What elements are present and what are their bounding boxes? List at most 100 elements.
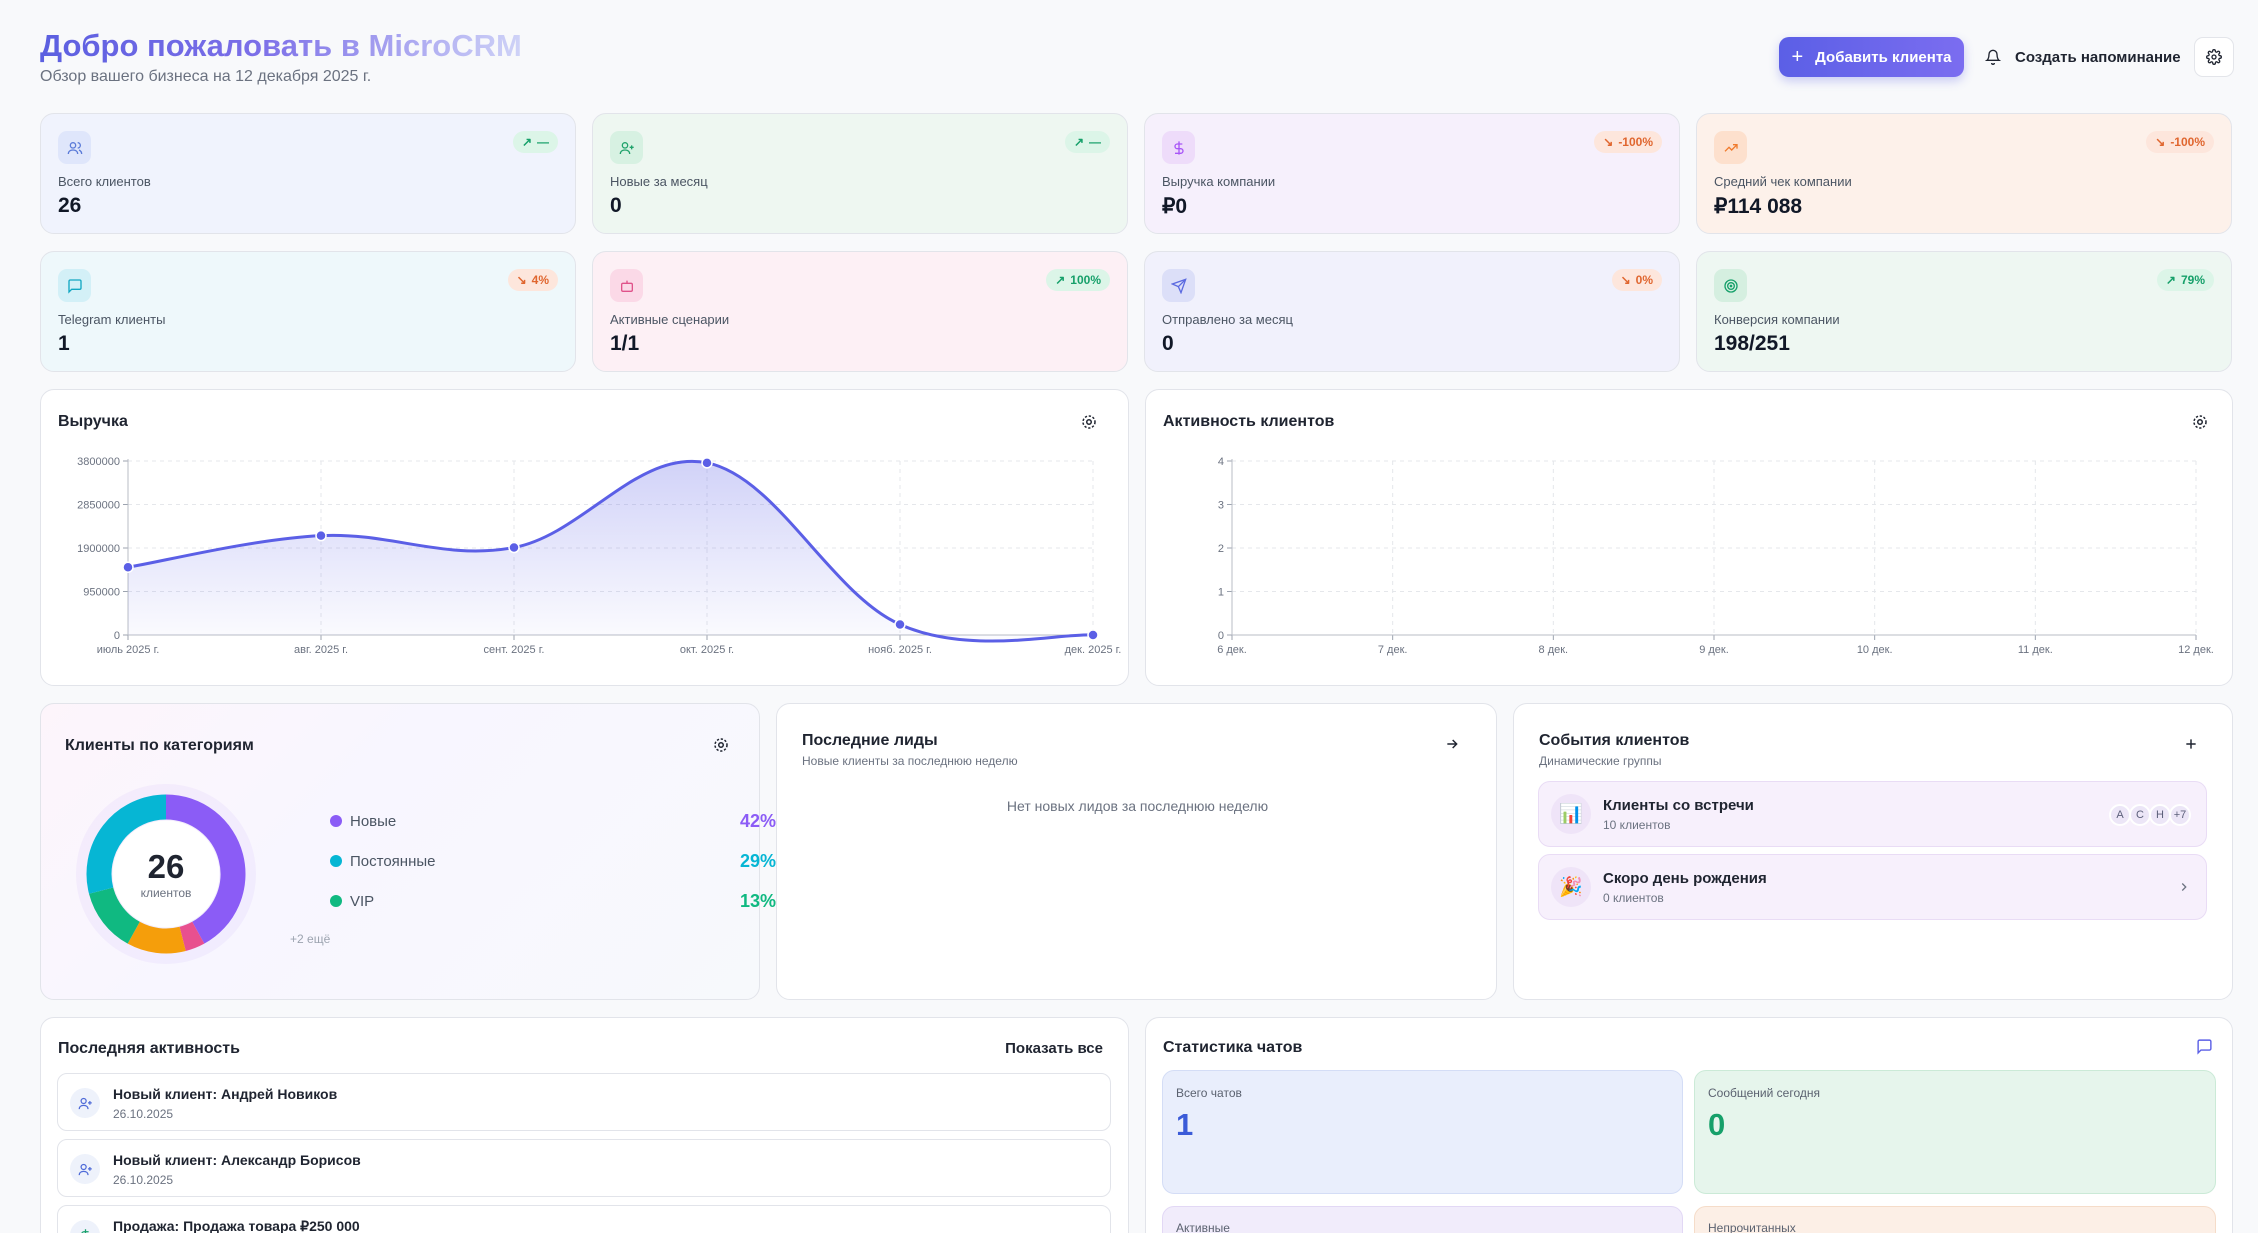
- legend-more[interactable]: +2 ещё: [290, 932, 331, 946]
- x-tick-label: 7 дек.: [1378, 644, 1408, 656]
- gear-icon: [2206, 49, 2222, 65]
- legend-item[interactable]: Постоянные 29%: [330, 849, 776, 873]
- stat-value: 1/1: [610, 332, 640, 355]
- y-tick-label: 950000: [83, 587, 120, 599]
- trend-badge: ↗ —: [1064, 131, 1110, 153]
- add-client-button[interactable]: + Добавить клиента: [1779, 37, 1964, 77]
- chat-stat-today: Сообщений сегодня 0: [1694, 1070, 2216, 1194]
- revenue-settings-icon[interactable]: [1080, 413, 1098, 431]
- donut-slice: [86, 794, 167, 894]
- data-point: [1087, 629, 1099, 641]
- legend-item[interactable]: Новые 42%: [330, 809, 776, 833]
- data-point: [894, 618, 906, 631]
- message-icon[interactable]: [2196, 1038, 2213, 1055]
- categories-settings-icon[interactable]: [712, 736, 730, 754]
- revenue-chart: 0 950000 1900000 2850000 3800000 июль 2025 г.…: [77, 456, 1121, 656]
- trend-down-icon: ↘: [1603, 135, 1614, 149]
- stat-value: 1: [58, 332, 70, 355]
- chat-stat-label: Активные: [1176, 1221, 1230, 1233]
- plus-icon[interactable]: [2183, 736, 2199, 752]
- trend-down-icon: ↘: [516, 273, 527, 287]
- stat-value: 198/251: [1714, 332, 1790, 355]
- chart-emoji-icon: 📊: [1551, 794, 1591, 834]
- stat-card: ↘ 4% Telegram клиенты 1: [40, 251, 576, 372]
- trending-up-icon: [1714, 131, 1747, 164]
- y-tick-label: 1900000: [77, 543, 120, 555]
- events-panel: События клиентов Динамические группы: [1513, 703, 2233, 1000]
- stat-card: ↘ -100% Средний чек компании ₽114 088: [1696, 113, 2232, 234]
- trend-value: -100%: [1618, 135, 1653, 149]
- stat-label: Конверсия компании: [1714, 312, 1840, 327]
- avatar: C: [2129, 804, 2151, 826]
- trend-value: —: [1089, 135, 1101, 149]
- trend-badge: ↘ -100%: [2146, 131, 2214, 153]
- activity-date: 26.10.2025: [113, 1173, 174, 1187]
- stat-card: ↘ 0% Отправлено за месяц 0: [1144, 251, 1680, 372]
- trend-up-icon: ↗: [1055, 273, 1066, 287]
- stat-label: Выручка компании: [1162, 174, 1276, 189]
- settings-button[interactable]: [2194, 37, 2234, 77]
- legend-percent: 13%: [739, 890, 776, 911]
- leads-title: Последние лиды: [802, 732, 938, 749]
- stat-card: ↗ 79% Конверсия компании 198/251: [1696, 251, 2232, 372]
- donut-slice: [88, 887, 141, 944]
- stat-label: Активные сценарии: [610, 312, 730, 327]
- legend-name: VIP: [350, 892, 375, 910]
- x-tick-label: авг. 2025 г.: [294, 644, 348, 656]
- recent-activity-title: Последняя активность: [58, 1040, 240, 1057]
- donut-slice: [127, 921, 186, 954]
- data-point: [122, 561, 134, 573]
- event-group-meeting[interactable]: 📊 Клиенты со встречи 10 клиентов A C H +…: [1538, 781, 2207, 847]
- stat-card: ↗ 100% Активные сценарии 1/1: [592, 251, 1128, 372]
- trend-value: 4%: [531, 273, 549, 287]
- activity-item[interactable]: Новый клиент: Александр Борисов 26.10.20…: [57, 1139, 1111, 1197]
- arrow-right-icon[interactable]: [1444, 736, 1460, 752]
- activity-item[interactable]: Продажа: Продажа товара ₽250 000: [57, 1205, 1111, 1233]
- events-title: События клиентов: [1539, 732, 1690, 749]
- x-tick-label: 12 дек.: [2178, 644, 2214, 656]
- trend-value: 79%: [2180, 273, 2205, 287]
- revenue-panel: Выручка 0 950000 1900000 2850000 3800000 июль…: [40, 389, 1129, 686]
- chat-stat-value: 1: [1176, 1107, 1194, 1142]
- stat-label: Отправлено за месяц: [1162, 312, 1293, 327]
- legend-item[interactable]: VIP 13%: [330, 889, 776, 913]
- x-tick-label: 11 дек.: [2018, 644, 2053, 656]
- leads-panel: Последние лиды Новые клиенты за последню…: [776, 703, 1497, 1000]
- y-tick-label: 1: [1218, 587, 1224, 599]
- page-subtitle: Обзор вашего бизнеса на 12 декабря 2025 …: [40, 68, 372, 85]
- donut-slice: [179, 921, 205, 952]
- y-tick-label: 0: [1218, 630, 1224, 642]
- show-all-link[interactable]: Показать все: [1005, 1040, 1103, 1057]
- send-icon: [1162, 269, 1195, 302]
- data-point: [701, 457, 713, 469]
- activity-settings-icon[interactable]: [2191, 413, 2209, 431]
- x-tick-label: 8 дек.: [1539, 644, 1569, 656]
- chat-stat-label: Всего чатов: [1176, 1086, 1242, 1100]
- stat-value: 26: [58, 194, 82, 217]
- donut-total: 26: [147, 848, 185, 885]
- create-reminder-button[interactable]: Создать напоминание: [1985, 37, 2181, 77]
- trend-badge: ↘ 0%: [1611, 269, 1662, 291]
- activity-title: Новый клиент: Александр Борисов: [113, 1152, 361, 1168]
- legend-name: Постоянные: [350, 852, 436, 870]
- stat-card: ↘ -100% Выручка компании ₽0: [1144, 113, 1680, 234]
- activity-item[interactable]: Новый клиент: Андрей Новиков 26.10.2025: [57, 1073, 1111, 1131]
- event-count: 10 клиентов: [1603, 818, 1671, 832]
- event-group-birthday[interactable]: 🎉 Скоро день рождения 0 клиентов: [1538, 854, 2207, 920]
- trend-down-icon: ↘: [2155, 135, 2166, 149]
- stat-label: Новые за месяц: [610, 174, 708, 189]
- trend-value: 100%: [1070, 273, 1101, 287]
- categories-title: Клиенты по категориям: [65, 737, 254, 754]
- user-plus-icon: [70, 1154, 100, 1184]
- plus-icon: +: [1791, 46, 1804, 68]
- trend-badge: ↘ 4%: [507, 269, 558, 291]
- chat-stat-label: Непрочитанных: [1708, 1221, 1796, 1233]
- message-icon: [58, 269, 91, 302]
- activity-title: Активность клиентов: [1163, 413, 1335, 430]
- chat-stat-total: Всего чатов 1: [1162, 1070, 1683, 1194]
- leads-subtitle: Новые клиенты за последнюю неделю: [802, 754, 1018, 768]
- avatar-more: +7: [2169, 804, 2191, 826]
- user-plus-icon: [70, 1088, 100, 1118]
- avatar: H: [2149, 804, 2171, 826]
- chat-stats-title: Статистика чатов: [1163, 1039, 1303, 1056]
